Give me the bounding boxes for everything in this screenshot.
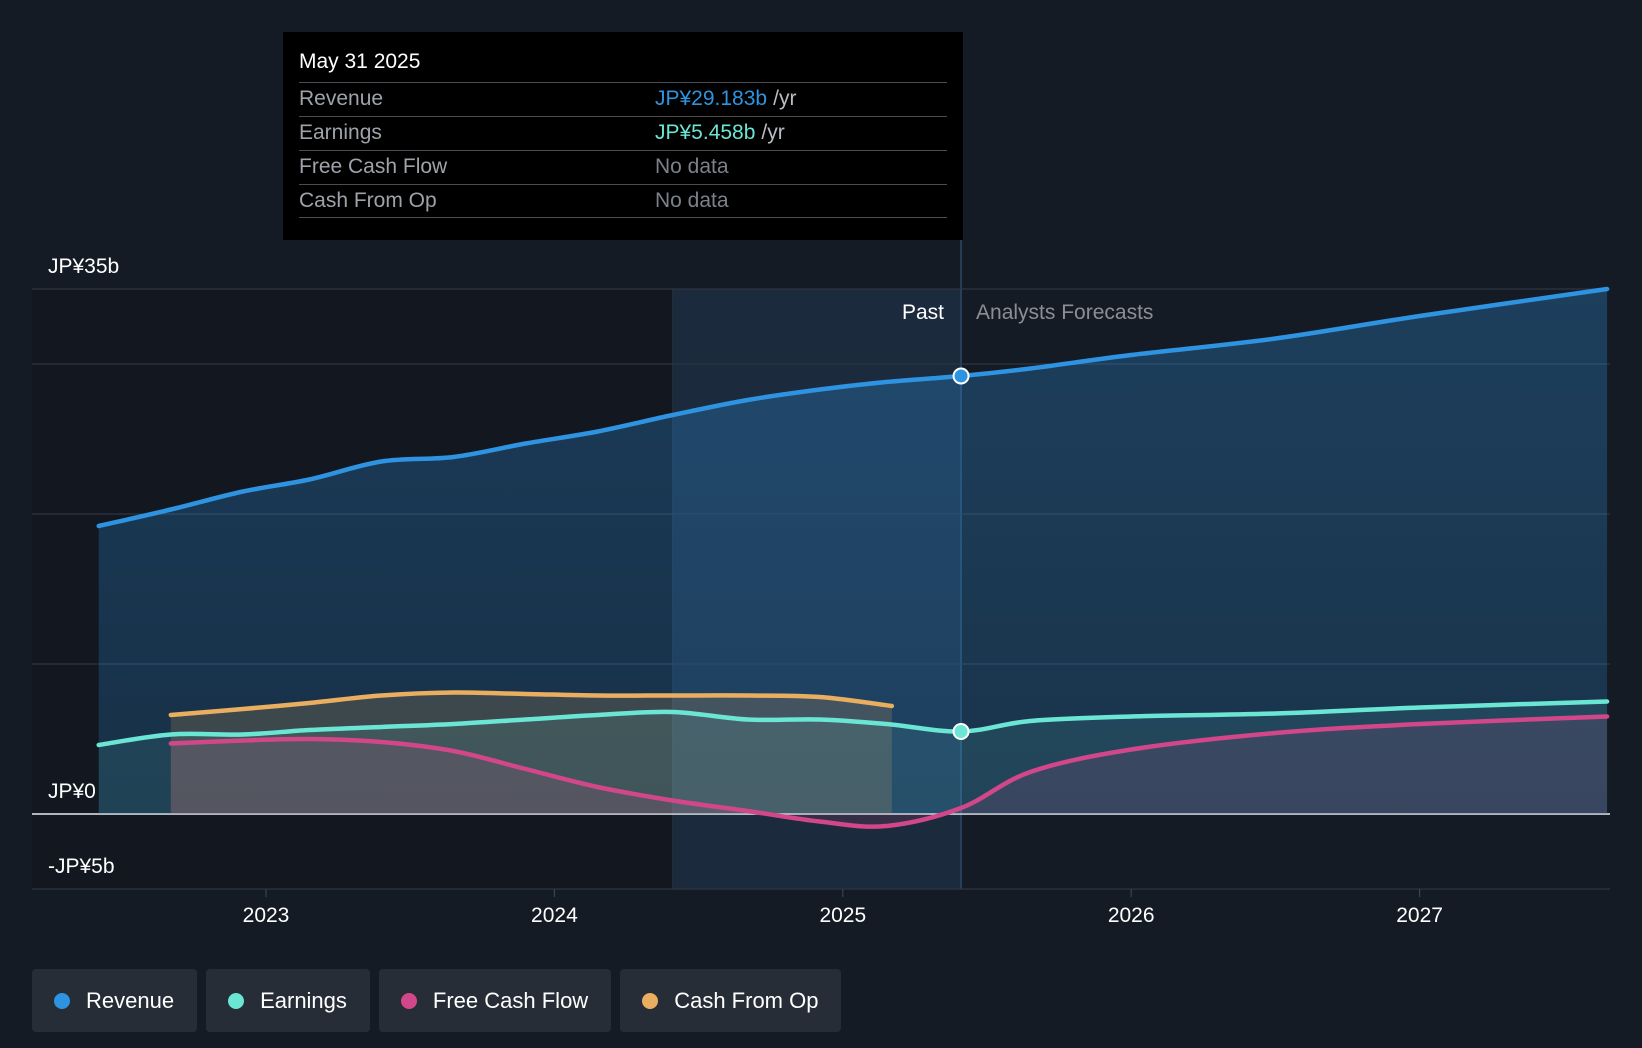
past-label: Past xyxy=(902,301,944,324)
free-cash-flow-area xyxy=(170,716,1608,827)
tooltip-value: No data xyxy=(655,155,729,178)
revenue-line xyxy=(96,286,1610,529)
legend-item-free-cash-flow[interactable]: Free Cash Flow xyxy=(378,969,612,1032)
tooltip-unit: /yr xyxy=(773,87,797,110)
x-tick-label: 2023 xyxy=(243,904,290,927)
tooltip: May 31 2025 Revenue JP¥29.183b /yr Earni… xyxy=(283,32,963,240)
tooltip-unit: /yr xyxy=(761,121,785,144)
revenue-area xyxy=(98,289,1608,814)
legend-item-revenue[interactable]: Revenue xyxy=(32,969,198,1032)
x-tick-label: 2026 xyxy=(1108,904,1155,927)
tooltip-label: Free Cash Flow xyxy=(299,155,448,178)
legend-label: Earnings xyxy=(260,987,347,1013)
free-cash-flow-line xyxy=(168,714,1610,829)
x-tick-label: 2027 xyxy=(1396,904,1443,927)
tooltip-row-revenue: Revenue JP¥29.183b /yr xyxy=(299,82,947,116)
legend-item-cash-from-op[interactable]: Cash From Op xyxy=(620,969,842,1032)
revenue-dot-icon xyxy=(54,992,70,1009)
y-tick-label: JP¥0 xyxy=(48,780,96,803)
earnings-marker xyxy=(952,723,970,740)
legend-item-earnings[interactable]: Earnings xyxy=(206,969,370,1032)
legend-label: Free Cash Flow xyxy=(432,987,589,1013)
tooltip-row-earnings: Earnings JP¥5.458b /yr xyxy=(299,116,947,150)
y-tick-label: -JP¥5b xyxy=(48,855,115,878)
legend-label: Revenue xyxy=(86,987,175,1013)
tooltip-value: JP¥29.183b xyxy=(655,87,768,110)
tooltip-row-cash-from-op: Cash From Op No data xyxy=(299,184,947,218)
tooltip-label: Cash From Op xyxy=(299,189,437,212)
legend: Revenue Earnings Free Cash Flow Cash Fro… xyxy=(32,969,842,1032)
tooltip-date: May 31 2025 xyxy=(299,50,421,73)
tooltip-value: No data xyxy=(655,189,729,212)
x-tick-label: 2024 xyxy=(531,904,578,927)
cash-from-op-line xyxy=(168,690,895,718)
tooltip-label: Revenue xyxy=(299,87,384,110)
revenue-marker xyxy=(952,367,970,385)
free-cash-flow-dot-icon xyxy=(400,992,417,1009)
forecast-label: Analysts Forecasts xyxy=(976,301,1153,324)
earnings-line xyxy=(96,699,1610,748)
earnings-dot-icon xyxy=(228,992,245,1009)
x-tick-label: 2025 xyxy=(819,904,866,927)
legend-label: Cash From Op xyxy=(674,987,819,1013)
tooltip-label: Earnings xyxy=(299,121,382,144)
tooltip-row-free-cash-flow: Free Cash Flow No data xyxy=(299,150,947,184)
tooltip-value: JP¥5.458b xyxy=(655,121,756,144)
cash-from-op-area xyxy=(170,692,892,814)
earnings-area xyxy=(98,701,1608,814)
y-tick-label: JP¥35b xyxy=(48,255,119,278)
cash-from-op-dot-icon xyxy=(642,992,659,1009)
